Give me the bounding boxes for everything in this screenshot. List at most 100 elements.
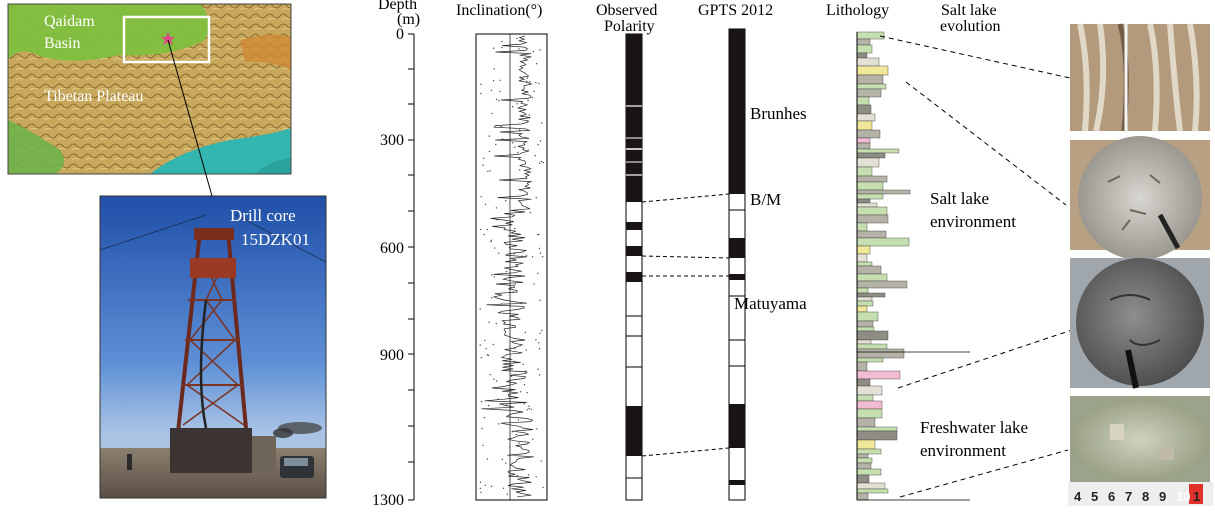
inclination-point xyxy=(526,392,528,394)
inclination-point xyxy=(490,239,492,241)
inclination-point xyxy=(493,378,495,380)
inclination-point xyxy=(480,196,482,198)
lithology-layer xyxy=(856,230,887,239)
inclination-point xyxy=(506,404,508,406)
header-depth-unit: (m) xyxy=(397,11,420,28)
lithology-layer xyxy=(856,265,882,275)
column-headers: Depth (m) Inclination(°) Observed Polari… xyxy=(378,0,1000,35)
core-sample-photo-1 xyxy=(1070,136,1210,260)
lithology-layer xyxy=(856,120,873,131)
depth-tick-1300: 1300 xyxy=(372,492,404,509)
inclination-point xyxy=(480,83,482,86)
inclination-point xyxy=(519,129,521,131)
inclination-point xyxy=(528,114,530,116)
inclination-point xyxy=(495,143,497,146)
photo-caption-line2: 15DZK01 xyxy=(241,230,310,249)
lithology-layer xyxy=(856,488,889,494)
inclination-point xyxy=(527,474,530,476)
inclination-point xyxy=(505,270,508,273)
inclination-point xyxy=(509,446,511,448)
inclination-point xyxy=(505,200,507,202)
inclination-point xyxy=(540,460,542,462)
inclination-point xyxy=(511,106,514,108)
lithology-layer xyxy=(856,181,884,191)
inclination-point xyxy=(535,339,537,341)
inclination-point xyxy=(524,370,526,372)
gpts-olduvai xyxy=(729,404,745,448)
obs-normal-1 xyxy=(626,34,642,202)
lithology-layer xyxy=(856,129,881,139)
inclination-point xyxy=(535,476,537,478)
inclination-point xyxy=(491,297,493,299)
inclination-point xyxy=(537,144,539,146)
study-area-box xyxy=(122,15,211,64)
obs-normal-3 xyxy=(626,246,642,256)
inclination-point xyxy=(487,170,489,173)
depth-tick-0: 0 xyxy=(396,26,404,43)
lithology-layer xyxy=(856,222,868,232)
lithology-layer xyxy=(856,448,882,455)
lithology-layer xyxy=(856,343,888,350)
inclination-point xyxy=(489,170,491,172)
inclination-point xyxy=(532,50,534,53)
inclination-point xyxy=(480,228,482,231)
obs-normal-2 xyxy=(626,222,642,230)
inclination-point xyxy=(484,484,486,486)
header-lithology: Lithology xyxy=(826,2,889,19)
inclination-point xyxy=(522,363,524,365)
inclination-point xyxy=(525,255,528,257)
inclination-point xyxy=(513,253,515,255)
header-inclination: Inclination(°) xyxy=(456,2,542,19)
inclination-point xyxy=(523,384,526,386)
inclination-point xyxy=(512,291,514,293)
lithology-layer xyxy=(856,137,871,144)
lithology-layer xyxy=(856,198,871,204)
correlation-lines xyxy=(641,193,730,457)
inclination-point xyxy=(499,79,501,82)
lithology-layer xyxy=(856,378,871,387)
lithology-layer xyxy=(856,408,883,419)
inclination-point xyxy=(517,151,519,154)
label-matuyama: Matuyama xyxy=(734,294,807,313)
lithology-layer xyxy=(856,370,901,380)
lithology-layer xyxy=(856,65,889,76)
inclination-point xyxy=(533,283,535,285)
inclination-point xyxy=(483,233,485,236)
ruler-digit: 5 xyxy=(1091,489,1098,504)
inclination-point xyxy=(486,458,489,460)
inclination-point xyxy=(490,485,493,487)
photo-caption-line1: Drill core xyxy=(230,206,296,225)
inclination-point xyxy=(496,380,498,382)
inclination-point xyxy=(526,409,528,411)
inclination-point xyxy=(492,343,494,346)
lithology-layer xyxy=(856,296,873,302)
lithology-layer xyxy=(856,357,884,363)
inclination-point xyxy=(539,49,541,51)
lithology-layer xyxy=(856,237,910,247)
lithology-layer xyxy=(856,326,875,332)
inclination-point xyxy=(537,368,539,370)
inclination-point xyxy=(479,344,481,346)
inclination-point xyxy=(538,82,540,85)
inclination-point xyxy=(510,389,513,391)
inclination-point xyxy=(492,47,495,49)
lithology-layer xyxy=(856,88,882,98)
lithology-layer xyxy=(856,305,868,313)
inclination-point xyxy=(493,276,495,278)
inclination-point xyxy=(536,428,538,430)
ruler-digit: 10 xyxy=(1176,489,1190,504)
lithology-layer xyxy=(856,417,876,428)
inclination-point xyxy=(520,391,522,393)
salt-lake-env-line2: environment xyxy=(930,212,1016,231)
inclination-point xyxy=(494,247,496,249)
depth-tick-600: 600 xyxy=(380,240,404,257)
lithology-layer xyxy=(856,104,872,115)
lithology-layer xyxy=(856,245,871,255)
lithology-layer xyxy=(856,214,889,224)
inclination-point xyxy=(500,125,502,128)
inclination-panel xyxy=(475,33,548,501)
inclination-point xyxy=(518,169,521,171)
inclination-point xyxy=(542,161,544,164)
inclination-point xyxy=(480,401,483,403)
inclination-point xyxy=(531,256,534,258)
